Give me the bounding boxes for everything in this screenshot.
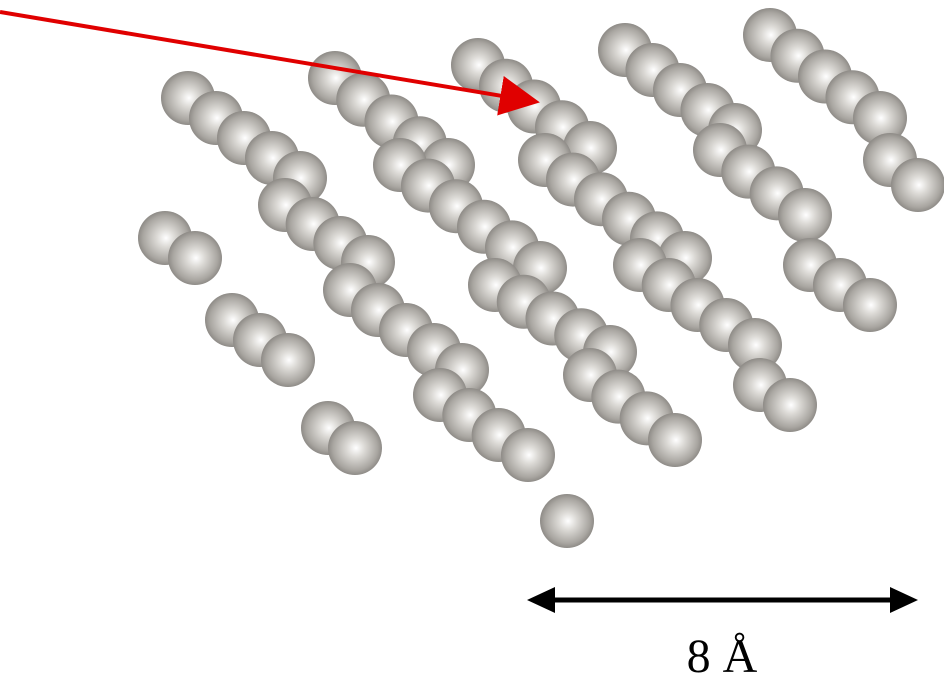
scale-label: 8 Å [687,630,758,681]
atom [648,413,702,467]
atom [843,278,897,332]
atoms [138,8,944,548]
atom [891,158,944,212]
atom-figure: 8 Å [0,0,944,681]
pointer-arrow [0,12,532,101]
atom [261,333,315,387]
atom [501,428,555,482]
scale-bar: 8 Å [527,587,918,681]
atom [168,231,222,285]
atom [778,188,832,242]
atom [763,378,817,432]
atom [328,421,382,475]
atom [540,494,594,548]
